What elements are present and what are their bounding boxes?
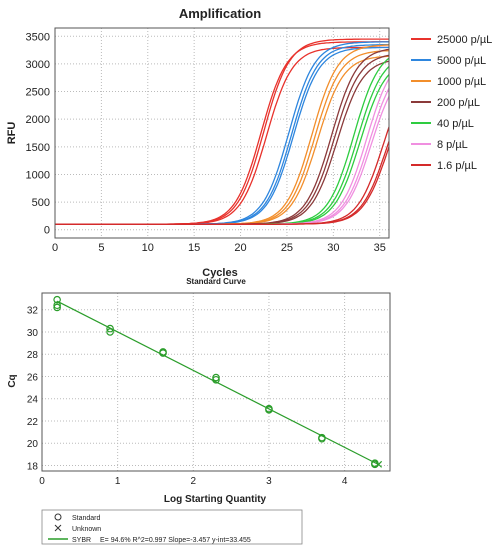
amp-series-line: [55, 96, 389, 225]
std-point-marker: [265, 406, 273, 414]
amp-x-tick-label: 10: [142, 242, 154, 254]
amp-series-line: [55, 146, 389, 225]
amp-x-tick-label: 25: [281, 242, 293, 254]
amp-y-tick-label: 2500: [26, 87, 50, 99]
std-y-tick-label: 26: [27, 372, 39, 383]
amp-legend-label: 8 p/µL: [437, 139, 468, 151]
amp-y-tick-label: 1000: [26, 169, 50, 181]
amp-x-ticks: 0 5 10 15 20 25 30 35: [52, 242, 386, 254]
std-y-tick-label: 20: [27, 439, 39, 450]
amp-x-tick-label: 0: [52, 242, 58, 254]
amp-x-tick-label: 30: [327, 242, 339, 254]
std-x-tick-label: 3: [266, 476, 272, 487]
amp-series-line: [55, 88, 389, 225]
std-x-ticks: 0 1 2 3 4: [39, 476, 348, 487]
amp-legend-label: 1.6 p/µL: [437, 160, 477, 172]
std-y-tick-label: 30: [27, 328, 39, 339]
std-point-marker: [53, 303, 61, 312]
amp-y-tick-label: 1500: [26, 142, 50, 154]
std-plot-frame: [41, 292, 391, 472]
std-legend-label: Standard: [72, 515, 101, 522]
std-y-tick-label: 18: [27, 461, 39, 472]
amp-legend: 25000 p/µL 5000 p/µL 1000 p/µL 200 p/µL 40 p…: [411, 34, 492, 172]
amp-x-tick-label: 20: [234, 242, 246, 254]
std-legend-box: [41, 509, 303, 545]
amp-x-tick-label: 35: [374, 242, 386, 254]
amp-legend-label: 200 p/µL: [437, 97, 480, 109]
std-ylabel: Cq: [7, 374, 18, 387]
amp-series-line: [55, 78, 389, 225]
amp-x-tick-label: 5: [98, 242, 104, 254]
std-y-tick-label: 24: [27, 395, 39, 406]
amp-legend-label: 5000 p/µL: [437, 55, 486, 67]
amp-plot-frame: [54, 27, 390, 239]
std-title: Standard Curve: [186, 277, 246, 286]
amp-legend-label: 25000 p/µL: [437, 34, 492, 46]
std-y-ticks: 18 20 22 24 26 28 30 32: [27, 306, 39, 473]
std-y-tick-label: 28: [27, 350, 39, 361]
amp-legend-label: 40 p/µL: [437, 118, 474, 130]
std-unknown-marker: [375, 460, 383, 468]
std-x-tick-label: 2: [191, 476, 197, 487]
standard-curve-chart: Standard Curve Log Starting Quantity Cq …: [7, 277, 391, 545]
amp-series-line: [55, 55, 389, 225]
std-point-marker: [212, 375, 220, 384]
std-x-tick-label: 4: [342, 476, 348, 487]
amp-y-tick-label: 500: [32, 197, 50, 209]
std-point-marker: [318, 434, 326, 443]
amp-series-line: [55, 74, 389, 225]
std-legend-label: SYBR: [72, 537, 91, 544]
std-point-marker: [106, 324, 114, 333]
amp-y-tick-label: 3000: [26, 59, 50, 71]
std-x-tick-label: 0: [39, 476, 45, 487]
std-legend-stats: E= 94.6% R^2=0.997 Slope=-3.457 y-int=33…: [100, 537, 251, 544]
amp-legend-label: 1000 p/µL: [437, 76, 486, 88]
std-legend-circle-symbol: [54, 513, 62, 521]
amp-series-line: [55, 60, 389, 225]
std-legend-x-symbol: [54, 524, 62, 532]
std-point-marker: [106, 328, 114, 336]
amp-title: Amplification: [179, 6, 261, 21]
std-points: [53, 295, 383, 469]
amp-x-tick-label: 15: [188, 242, 200, 254]
amp-y-tick-label: 2000: [26, 114, 50, 126]
amp-series-line: [55, 66, 389, 225]
std-point-marker: [159, 349, 167, 357]
std-point-marker: [53, 301, 61, 310]
std-xlabel: Log Starting Quantity: [164, 494, 267, 505]
std-y-tick-label: 32: [27, 306, 39, 317]
amp-series-lines: [55, 38, 389, 225]
std-x-tick-label: 1: [115, 476, 121, 487]
amp-y-tick-label: 3500: [26, 31, 50, 43]
amp-xlabel: Cycles: [202, 267, 237, 279]
std-point-marker: [212, 373, 220, 382]
std-y-tick-label: 22: [27, 417, 39, 428]
amp-y-ticks: 0 500 1000 1500 2000 2500 3000 3500: [26, 31, 50, 236]
std-point-marker: [53, 295, 61, 304]
amp-y-tick-label: 0: [44, 225, 50, 237]
std-legend: Standard Unknown SYBR E= 94.6% R^2=0.997 Sl…: [41, 509, 303, 545]
std-legend-label: Unknown: [72, 526, 101, 533]
amplification-chart: Amplification Cycles RFU 050010001500200…: [6, 6, 492, 279]
amp-ylabel: RFU: [6, 122, 18, 145]
